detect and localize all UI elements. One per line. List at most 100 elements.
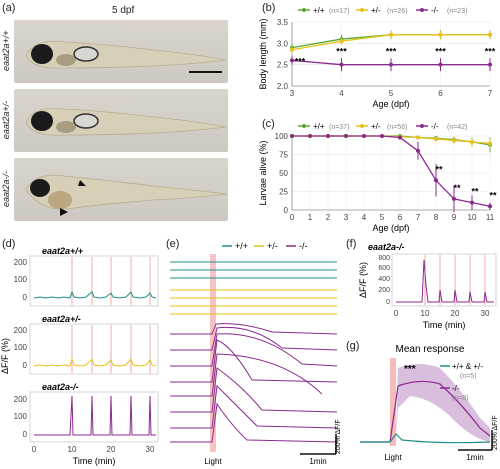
legend-g-wt-n: (n=5) [460, 373, 477, 380]
significance-stars: *** [485, 47, 496, 57]
panel-d-ylabel: ΔF/F (%) [0, 338, 10, 374]
x-tick-label: 8 [434, 213, 439, 222]
light-label-g: Light [384, 453, 402, 462]
light-label-e: Light [204, 457, 222, 466]
mut-mean-trace [360, 380, 491, 443]
light-pulses-het [71, 325, 151, 373]
fish-drawing-wt [25, 40, 227, 73]
svg-text:100: 100 [14, 412, 28, 421]
svg-text:200: 200 [14, 258, 28, 267]
scale-y-label-e: 200% ΔF/F [335, 419, 342, 454]
svg-text:100: 100 [14, 343, 28, 352]
x-tick-label: 9 [452, 213, 457, 222]
legend-marker [302, 8, 306, 12]
svg-text:0: 0 [23, 293, 28, 302]
y-tick-label: 75 [279, 151, 288, 160]
data-point [290, 47, 294, 52]
y-tick-label: 3.0 [277, 39, 289, 48]
x-tick-label: 6 [438, 89, 443, 98]
svg-text:200: 200 [14, 326, 28, 335]
legend-n: (n=56) [387, 124, 407, 131]
x-axis-label: Age (dpf) [372, 99, 409, 109]
panel-a-title: 5 dpf [112, 5, 135, 16]
legend-label: -/- [431, 122, 439, 131]
significance-stars: ** [471, 187, 479, 197]
series-line-2 [292, 135, 491, 207]
trace-label-f: eaat2a-/- [368, 242, 405, 252]
fish-image-het [14, 89, 228, 152]
data-point [470, 200, 474, 205]
y-axis-label: Larvae alive (%) [258, 140, 268, 205]
panel-f-ylabel: ΔF/F (%) [358, 262, 368, 298]
y-tick-label: 3.5 [277, 18, 289, 27]
svg-text:20: 20 [107, 445, 116, 454]
genotype-label-wt: eaat2a+/+ [1, 30, 11, 71]
panel-g-mean: Mean response *** +/+ & +/- (n=5) -/- (n… [360, 344, 499, 462]
legend-n: (n=17) [329, 8, 349, 15]
traces-e-wt [170, 261, 337, 279]
x-tick-label: 3 [344, 213, 349, 222]
legend-n: (n=23) [447, 8, 467, 15]
trace-wt [33, 290, 157, 299]
panel-g-label: (g) [346, 340, 360, 352]
x-axis-label: Age (dpf) [372, 223, 409, 233]
panel-e-traces: +/+ +/- -/- Light 1min 200% ΔF/F [170, 241, 342, 466]
data-point [290, 134, 294, 138]
data-point [434, 136, 438, 141]
significance-stars: ** [489, 190, 497, 200]
fish-drawing-het [25, 107, 227, 136]
panel-b-label: (b) [262, 2, 276, 14]
arrowhead-icon [60, 208, 68, 216]
legend-n: (n=37) [329, 124, 349, 131]
panel-e-label: (e) [166, 238, 180, 250]
svg-text:200: 200 [14, 395, 28, 404]
svg-text:0: 0 [32, 445, 37, 454]
legend-n: (n=26) [387, 8, 407, 15]
trace-label-het: eaat2a+/- [42, 314, 81, 324]
significance-stars: *** [336, 47, 347, 57]
legend-label: +/- [371, 122, 381, 131]
trace-label-mut: eaat2a-/- [42, 382, 79, 392]
trace-het [33, 357, 157, 367]
legend-marker [360, 124, 364, 128]
chart-c: 0 25 50 75 100 0 1 2 3 4 5 6 7 8 9 10 11 Age (dpf) Larvae … [258, 122, 497, 233]
trace-label-wt: eaat2a+/+ [42, 246, 84, 256]
panel-c-label: (c) [262, 118, 275, 130]
svg-text:200: 200 [378, 287, 390, 294]
data-point [389, 62, 393, 67]
genotype-label-het: eaat2a+/- [1, 100, 11, 140]
data-point [290, 58, 294, 63]
legend-g-mut-n: (n=8) [452, 395, 469, 402]
x-tick-label: 7 [416, 213, 421, 222]
legend-marker [420, 124, 424, 128]
legend-label: +/+ [313, 122, 325, 131]
traces-e-het [170, 289, 337, 315]
x-tick-label: 4 [339, 89, 344, 98]
data-point [438, 32, 443, 37]
panel-a-label: (a) [2, 2, 16, 14]
svg-text:0: 0 [386, 299, 390, 306]
significance-stars: *** [295, 56, 306, 66]
scale-x-label-g: 1min [466, 453, 483, 462]
data-point [362, 134, 366, 138]
legend-label: -/- [431, 6, 439, 15]
x-tick-label: 5 [389, 89, 394, 98]
data-point [452, 138, 456, 143]
x-tick-label: 1 [308, 213, 313, 222]
legend-marker [302, 124, 306, 128]
light-pulses-f [424, 255, 486, 305]
svg-text:0: 0 [394, 309, 399, 318]
data-point [389, 32, 393, 37]
chart-b: 2.0 2.5 3.0 3.5 3 4 5 6 7 Age (dpf) Body length (m… [258, 6, 496, 109]
svg-text:+/+: +/+ [235, 241, 248, 251]
wt-mean-trace [360, 433, 491, 444]
fish-image-wt [14, 20, 228, 83]
legend-g-mut: -/- [452, 384, 460, 393]
data-point [380, 134, 384, 138]
y-tick-label: 2.0 [277, 82, 289, 91]
panel-f-xlabel: Time (min) [423, 320, 466, 330]
data-point [434, 178, 438, 183]
data-point [488, 141, 492, 146]
y-tick-label: 50 [279, 169, 288, 178]
